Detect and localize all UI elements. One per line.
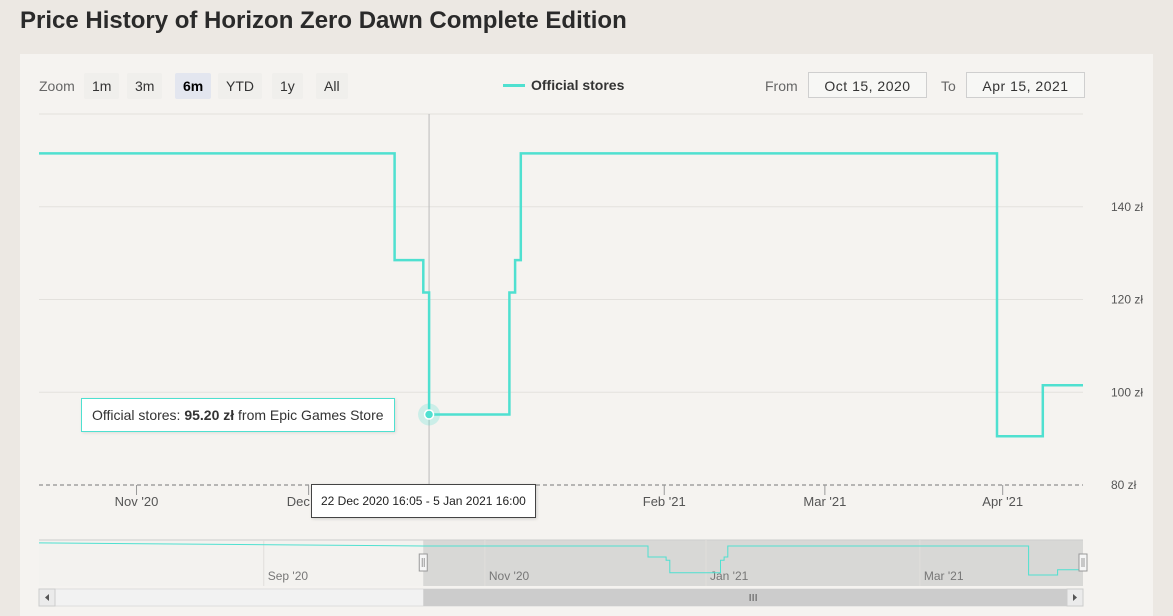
tooltip-store: from Epic Games Store — [238, 407, 384, 423]
to-date-input[interactable]: Apr 15, 2021 — [966, 72, 1085, 98]
y-tick-label: 140 zł — [1111, 200, 1143, 214]
tooltip-price: 95.20 zł — [184, 407, 235, 423]
from-label: From — [765, 78, 798, 94]
zoom-all-button[interactable]: All — [316, 73, 348, 99]
legend-label: Official stores — [531, 77, 625, 93]
navigator-series-line — [38, 542, 1083, 576]
to-label: To — [941, 78, 956, 94]
x-tick-label: Apr '21 — [982, 494, 1023, 509]
zoom-ytd-button[interactable]: YTD — [218, 73, 262, 99]
y-tick-label: 120 zł — [1111, 293, 1143, 307]
navigator-tick-label: Nov '20 — [489, 569, 530, 583]
tooltip-series: Official stores — [92, 407, 177, 423]
series-line-official-stores[interactable] — [39, 152, 1083, 438]
x-tick-label: Feb '21 — [643, 494, 686, 509]
from-date-input[interactable]: Oct 15, 2020 — [808, 72, 927, 98]
navigator-right-handle[interactable] — [1078, 553, 1088, 572]
navigator-tick-label: Mar '21 — [924, 569, 964, 583]
zoom-3m-button[interactable]: 3m — [127, 73, 163, 99]
navigator-left-handle[interactable] — [418, 553, 428, 572]
y-tick-label: 80 zł — [1111, 478, 1137, 492]
navigator-selection[interactable] — [423, 540, 1083, 586]
zoom-label: Zoom — [39, 78, 75, 94]
x-tick-label: Nov '20 — [115, 494, 159, 509]
scroll-right-arrow-icon — [1073, 594, 1077, 601]
chart-panel: Zoom 1m 3m 6m YTD 1y All Official stores… — [20, 54, 1153, 616]
scroll-left-arrow-icon — [45, 594, 49, 601]
legend-official-stores[interactable]: Official stores — [503, 77, 624, 93]
navigator-tick-label: Jan '21 — [710, 569, 749, 583]
zoom-1m-button[interactable]: 1m — [84, 73, 120, 99]
navigator-tick-label: Sep '20 — [268, 569, 309, 583]
crosshair-date-label: 22 Dec 2020 16:05 - 5 Jan 2021 16:00 — [311, 484, 536, 518]
zoom-6m-button[interactable]: 6m — [175, 73, 212, 99]
zoom-1y-button[interactable]: 1y — [272, 73, 303, 99]
x-tick-label: Mar '21 — [803, 494, 846, 509]
price-tooltip: Official stores: 95.20 zł from Epic Game… — [81, 398, 395, 432]
hover-point — [423, 409, 435, 420]
legend-swatch — [503, 83, 525, 87]
page-title: Price History of Horizon Zero Dawn Compl… — [20, 7, 627, 34]
y-tick-label: 100 zł — [1111, 385, 1143, 399]
